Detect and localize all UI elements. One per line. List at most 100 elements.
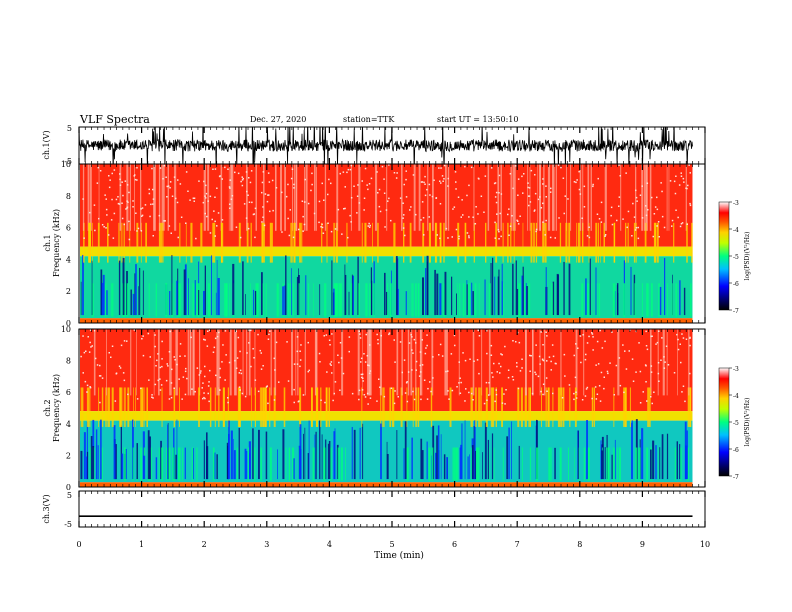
spectrogram-speckle [123,223,125,226]
spectrogram-stripe [89,222,91,263]
spectrogram-speckle [111,172,113,175]
spectrogram-stripe [134,273,136,316]
spectrogram-stripe [198,289,200,316]
spectrogram-speckle [515,341,517,343]
spectrogram-speckle [551,344,554,346]
spectrogram-speckle [579,193,582,195]
spectrogram-speckle [562,177,565,179]
freq-ticklabel: 8 [66,192,71,201]
spectrogram-stripe [393,222,396,263]
spectrogram-stripe [544,329,546,396]
spectrogram-speckle [545,196,547,198]
spectrogram-speckle [500,365,502,368]
spectrogram-speckle [550,187,552,190]
spectrogram-stripe [230,164,233,231]
spectrogram-speckle [236,357,239,359]
spectrogram-speckle [530,355,532,357]
spectrogram-stripe [569,387,571,427]
spectrogram-stripe [502,447,504,481]
spectrogram-speckle [107,234,110,236]
spectrogram-stripe [196,447,198,481]
spectrogram-stripe [390,283,392,317]
freq-ticklabel: 0 [66,483,71,492]
spectrogram-speckle [261,221,263,223]
spectrogram-speckle [469,358,471,360]
spectrogram-stripe [457,283,458,317]
spectrogram-stripe [229,329,232,396]
spectrogram-stripe [492,257,494,316]
spectrogram-speckle [179,183,182,185]
spectrogram-speckle [235,367,238,369]
spectrogram-speckle [470,392,473,395]
spectrogram-speckle [190,336,192,339]
spectrogram-stripe [536,447,538,481]
spectrogram-stripe [430,387,433,427]
spectrogram-speckle [404,234,406,237]
spectrogram-speckle [591,332,593,334]
spectrogram-stripe [218,387,220,427]
spectrogram-speckle [657,372,660,375]
spectrogram-stripe [537,164,538,231]
spectrogram-stripe [600,440,602,480]
spectrogram-speckle [323,335,325,337]
spectrogram-speckle [209,232,212,234]
spectrogram-speckle [313,212,316,215]
spectrogram-speckle [603,387,605,390]
spectrogram-speckle [82,198,84,200]
spectrogram-speckle [149,356,151,358]
spectrogram-speckle [542,393,544,396]
spectrogram-speckle [264,193,267,195]
spectrogram-speckle [247,227,250,230]
spectrogram-speckle [663,356,665,358]
spectrogram-speckle [625,172,627,174]
spectrogram-speckle [248,329,250,331]
spectrogram-speckle [580,361,582,364]
spectrogram-speckle [82,335,84,337]
spectrogram-speckle [184,370,187,373]
spectrogram-speckle [404,392,407,394]
spectrogram-speckle [99,401,101,404]
spectrogram-speckle [334,381,337,383]
spectrogram-stripe [183,269,186,316]
spectrogram-speckle [495,389,497,391]
spectrogram-stripe [259,387,261,427]
spectrogram-speckle [588,236,591,239]
spectrogram-speckle [191,388,193,390]
spectrogram-stripe [511,421,512,480]
spectrogram-speckle [299,365,301,368]
spectrogram-stripe [528,283,531,317]
spectrogram-speckle [403,214,405,216]
spectrogram-speckle [686,223,688,225]
spectrogram-stripe [649,387,651,427]
spectrogram-speckle [239,236,242,239]
spectrogram-speckle [458,235,460,238]
spectrogram-stripe [160,222,162,263]
ch3-ytick-5: 5 [67,491,72,500]
spectrogram-speckle [169,330,171,333]
ch1-waveform-trace [79,127,693,164]
spectrogram-speckle [560,166,562,169]
spectrogram-stripe [464,222,467,263]
spectrogram-speckle [485,381,488,384]
spectrogram-stripe [179,387,180,427]
spectrogram-speckle [535,230,537,233]
spectrogram-speckle [486,352,488,355]
spectrogram-speckle [488,394,490,396]
spectrogram-speckle [610,206,613,209]
spectrogram-speckle [535,373,537,376]
spectrogram-speckle [419,371,422,373]
spectrogram-stripe [650,329,652,396]
spectrogram-speckle [369,397,372,399]
spectrogram-stripe [568,263,571,316]
colorbar-gradient [718,201,730,311]
spectrogram-stripe [439,222,442,263]
spectrogram-speckle [421,181,424,183]
spectrogram-speckle [218,331,220,334]
spectrogram-speckle [115,372,118,374]
spectrogram-speckle [656,208,659,211]
spectrogram-speckle [435,197,437,199]
spectrogram-speckle [152,198,155,200]
spectrogram-stripe [601,450,603,480]
spectrogram-speckle [405,382,408,384]
